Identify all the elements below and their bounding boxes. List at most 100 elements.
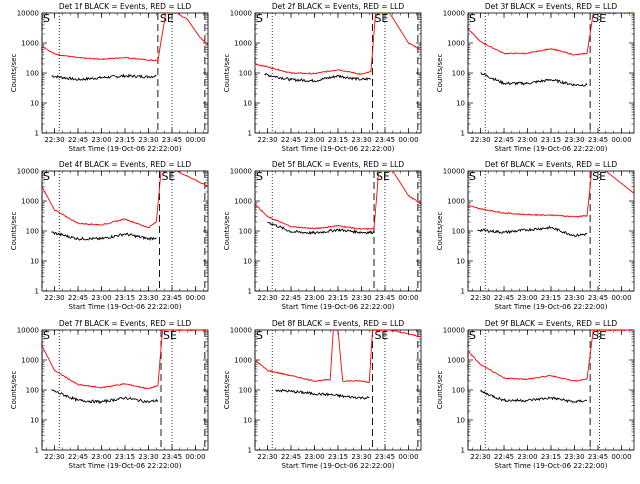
y-tick-label: 10 (30, 258, 39, 266)
marker-start-label: S (469, 170, 476, 183)
chart-title: Det 9f BLACK = Events, RED = LLD (485, 319, 618, 328)
x-tick-label: 00:00 (185, 294, 205, 302)
x-tick-label: 00:00 (398, 453, 418, 461)
x-tick-label: 23:00 (91, 294, 111, 302)
plot-frame (41, 12, 209, 134)
chart-title: Det 2f BLACK = Events, RED = LLD (272, 2, 405, 11)
plot-frame (254, 170, 422, 292)
x-tick-label: 23:15 (541, 136, 561, 144)
x-tick-label: 22:30 (44, 453, 64, 461)
y-tick-label: 1000 (234, 198, 252, 206)
x-tick-label: 23:30 (564, 294, 584, 302)
x-tick-label: 23:00 (517, 136, 537, 144)
x-tick-label: 22:45 (281, 294, 301, 302)
chart-panel: Det 7f BLACK = Events, RED = LLD 1 10 100 10… (10, 319, 209, 470)
x-axis-label: Start Time (19-Oct-06 22:22:00) (69, 462, 182, 470)
marker-start-label: S (256, 170, 263, 183)
marker-start-label: S (43, 12, 50, 25)
x-tick-label: 23:45 (588, 294, 608, 302)
y-tick-label: 100 (452, 70, 465, 78)
x-axis-label: Start Time (19-Oct-06 22:22:00) (69, 145, 182, 153)
y-tick-label: 1000 (447, 357, 465, 365)
y-axis-label: Counts/sec (436, 371, 444, 410)
y-axis-label: Counts/sec (223, 212, 231, 251)
plot-frame (41, 329, 209, 451)
y-tick-label: 10000 (230, 327, 252, 335)
x-tick-label: 23:45 (375, 453, 395, 461)
x-tick-label: 23:45 (162, 294, 182, 302)
chart-title: Det 5f BLACK = Events, RED = LLD (272, 160, 405, 169)
marker-end-label: SE (592, 170, 606, 183)
y-tick-label: 10000 (443, 168, 465, 176)
lld-series-line (468, 330, 634, 382)
y-tick-label: 10 (243, 417, 252, 425)
marker-start-label: S (43, 170, 50, 183)
marker-end-label: SE (592, 329, 606, 342)
marker-start-label: S (256, 12, 263, 25)
x-axis-label: Start Time (19-Oct-06 22:22:00) (69, 303, 182, 311)
events-series-line (267, 221, 375, 235)
y-tick-label: 10000 (17, 168, 39, 176)
marker-end-label: SE (374, 329, 388, 342)
lld-series-line (255, 330, 421, 383)
plot-frame (467, 329, 635, 451)
x-tick-label: 22:45 (68, 294, 88, 302)
plot-frame (467, 12, 635, 134)
y-tick-label: 100 (452, 228, 465, 236)
x-tick-label: 22:30 (257, 136, 277, 144)
y-tick-label: 10000 (17, 327, 39, 335)
lld-series-line (42, 171, 208, 229)
x-tick-label: 23:45 (375, 136, 395, 144)
x-tick-label: 23:00 (304, 453, 324, 461)
chart-panel: Det 8f BLACK = Events, RED = LLD 1 10 100 10… (223, 319, 422, 470)
chart-title: Det 3f BLACK = Events, RED = LLD (485, 2, 618, 11)
y-tick-label: 100 (239, 70, 252, 78)
chart-panel: Det 2f BLACK = Events, RED = LLD 1 10 100 10… (223, 2, 422, 153)
chart-title: Det 4f BLACK = Events, RED = LLD (59, 160, 192, 169)
y-tick-label: 1000 (234, 357, 252, 365)
x-tick-label: 23:15 (115, 453, 135, 461)
marker-end-label: SE (374, 12, 388, 25)
x-tick-label: 23:15 (115, 136, 135, 144)
x-tick-label: 23:30 (564, 136, 584, 144)
marker-end-label: SE (160, 12, 174, 25)
chart-panel: Det 1f BLACK = Events, RED = LLD 1 10 100 10… (10, 2, 209, 153)
x-tick-label: 23:15 (541, 294, 561, 302)
marker-end-label: SE (376, 170, 390, 183)
x-axis-label: Start Time (19-Oct-06 22:22:00) (282, 145, 395, 153)
x-tick-label: 23:00 (304, 294, 324, 302)
chart-title: Det 7f BLACK = Events, RED = LLD (59, 319, 192, 328)
y-axis-label: Counts/sec (436, 212, 444, 251)
x-tick-label: 23:00 (304, 136, 324, 144)
lld-series-line (42, 330, 208, 390)
y-tick-label: 100 (26, 70, 39, 78)
x-tick-label: 23:45 (588, 136, 608, 144)
x-tick-label: 00:00 (185, 453, 205, 461)
x-axis-label: Start Time (19-Oct-06 22:22:00) (495, 303, 608, 311)
x-tick-label: 22:30 (470, 136, 490, 144)
y-tick-label: 10 (243, 100, 252, 108)
x-tick-label: 00:00 (398, 136, 418, 144)
x-tick-label: 22:45 (494, 136, 514, 144)
x-tick-label: 00:00 (185, 136, 205, 144)
marker-start-label: S (469, 329, 476, 342)
y-tick-label: 100 (239, 387, 252, 395)
y-tick-label: 1 (248, 288, 252, 296)
x-tick-label: 22:45 (68, 453, 88, 461)
x-tick-label: 22:30 (257, 453, 277, 461)
y-tick-label: 10 (456, 417, 465, 425)
y-tick-label: 10000 (443, 327, 465, 335)
y-tick-label: 100 (239, 228, 252, 236)
x-tick-label: 00:00 (611, 136, 631, 144)
x-tick-label: 22:30 (470, 453, 490, 461)
y-axis-label: Counts/sec (10, 212, 18, 251)
x-tick-label: 22:45 (494, 453, 514, 461)
x-tick-label: 23:30 (564, 453, 584, 461)
y-tick-label: 1 (461, 288, 465, 296)
y-tick-label: 10 (30, 417, 39, 425)
x-tick-label: 23:45 (375, 294, 395, 302)
x-tick-label: 23:15 (541, 453, 561, 461)
x-tick-label: 00:00 (398, 294, 418, 302)
events-series-line (51, 73, 157, 81)
